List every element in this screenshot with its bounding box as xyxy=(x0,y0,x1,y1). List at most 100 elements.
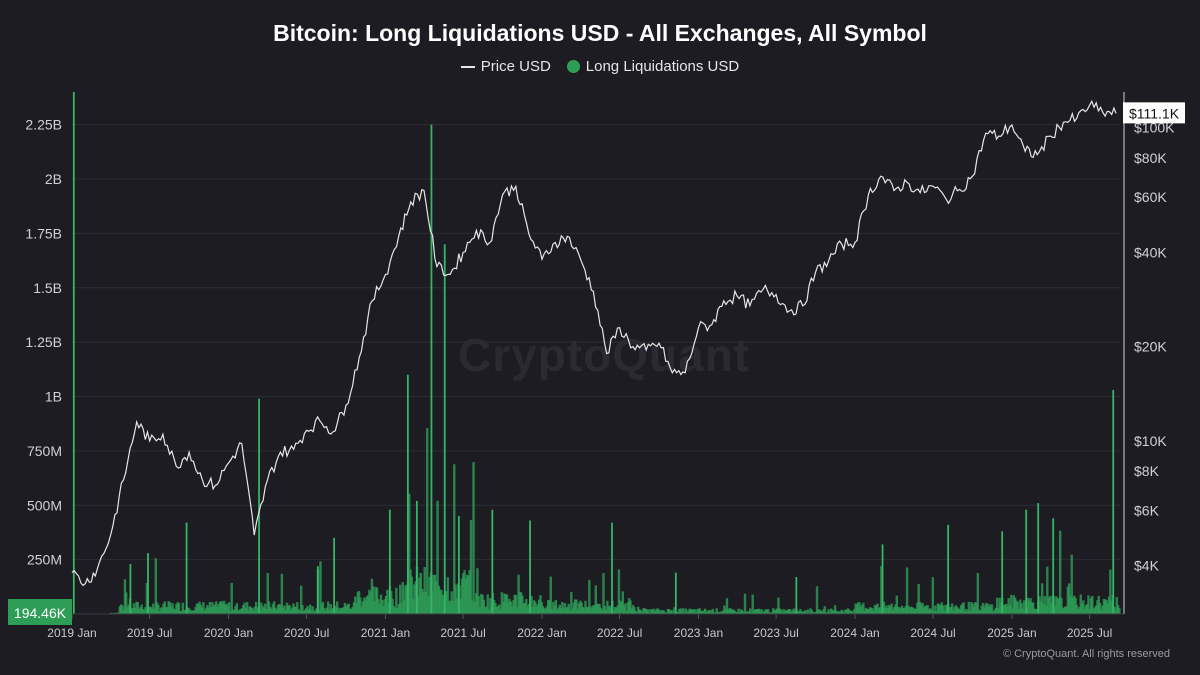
liquidation-bar xyxy=(453,464,456,614)
liquidation-bar xyxy=(1067,583,1071,614)
liquidation-bar xyxy=(983,607,986,614)
liquidation-bar xyxy=(422,592,425,614)
liquidation-bar xyxy=(437,585,441,614)
liquidation-bar xyxy=(499,609,502,614)
liquidation-bar xyxy=(755,609,758,614)
liquidation-bar xyxy=(188,608,191,614)
liquidation-bar xyxy=(532,600,536,614)
liquidation-bar xyxy=(143,610,146,614)
liquidation-bar xyxy=(279,605,282,614)
liquidation-bar xyxy=(643,608,646,614)
liquidation-bar xyxy=(374,586,377,614)
liquidation-bar xyxy=(859,607,862,614)
liquidation-bar xyxy=(337,607,340,614)
y-left-tick-label: 2B xyxy=(45,171,62,187)
liquidation-bar xyxy=(1035,609,1039,614)
liquidation-bar xyxy=(306,605,309,614)
liquidation-bar xyxy=(900,605,904,614)
liquidation-bar xyxy=(863,610,866,614)
liquidation-bar xyxy=(872,610,875,614)
liquidation-bar xyxy=(158,611,161,614)
liquidation-bar xyxy=(760,609,763,614)
liquidation-bar xyxy=(736,611,739,614)
liquidation-bar xyxy=(530,595,533,614)
current-price-label: $111.1K xyxy=(1129,105,1180,121)
liquidation-bar xyxy=(625,611,628,614)
liquidation-bar xyxy=(589,606,592,614)
liquidation-bar xyxy=(397,603,401,614)
liquidation-bar xyxy=(997,607,1000,614)
liquidation-bar xyxy=(986,606,990,614)
liquidation-bar xyxy=(732,609,735,614)
liquidation-bar xyxy=(1082,600,1085,614)
liquidation-bar xyxy=(820,611,824,614)
y-right-tick-label: $10K xyxy=(1134,433,1167,449)
liquidation-bar xyxy=(478,606,482,614)
y-left-tick-label: 1B xyxy=(45,389,62,405)
liquidation-bar xyxy=(701,611,704,614)
liquidation-bar xyxy=(126,607,129,614)
liquidation-bar xyxy=(164,607,168,614)
liquidation-bar xyxy=(869,607,873,614)
liquidation-bar xyxy=(844,609,847,614)
liquidation-bar xyxy=(591,605,595,614)
liquidation-bar xyxy=(917,584,920,614)
liquidation-bar xyxy=(1105,599,1108,614)
liquidation-bar xyxy=(323,608,326,614)
liquidation-bar xyxy=(384,595,388,614)
liquidation-bar xyxy=(691,609,694,614)
liquidation-bar xyxy=(1002,605,1005,614)
liquidation-bar xyxy=(450,591,453,614)
legend-item-liquidations[interactable]: Long Liquidations USD xyxy=(566,58,739,75)
x-tick-label: 2021 Jan xyxy=(361,626,410,640)
liquidation-bar xyxy=(155,602,159,614)
liquidation-bar xyxy=(1074,598,1077,614)
liquidation-bar xyxy=(631,605,635,614)
liquidation-bar xyxy=(998,597,1001,614)
liquidation-bar xyxy=(121,605,124,614)
liquidation-bar xyxy=(141,609,145,614)
liquidation-bar xyxy=(525,599,528,614)
liquidation-bar xyxy=(827,609,830,614)
liquidation-bar xyxy=(345,605,348,614)
liquidation-bar xyxy=(824,612,828,614)
liquidation-bar xyxy=(343,602,347,614)
liquidation-bar xyxy=(817,609,820,614)
liquidation-bar xyxy=(269,607,272,614)
liquidation-bar xyxy=(588,579,591,614)
liquidation-bar xyxy=(411,599,415,614)
liquidation-bar xyxy=(260,602,263,614)
liquidation-bar xyxy=(562,608,565,614)
liquidation-bar xyxy=(878,607,882,614)
liquidation-bar xyxy=(373,601,376,614)
liquidation-bar xyxy=(620,602,623,614)
liquidation-bar xyxy=(788,609,792,614)
liquidation-spike xyxy=(881,544,884,614)
liquidation-spike xyxy=(430,124,433,614)
x-tick-label: 2022 Jan xyxy=(517,626,566,640)
liquidation-bar xyxy=(154,558,158,614)
liquidation-bar xyxy=(477,595,480,614)
liquidation-bar xyxy=(759,610,762,614)
liquidation-bar xyxy=(1102,598,1106,614)
liquidation-bar xyxy=(815,586,819,614)
liquidation-bar xyxy=(476,568,479,614)
liquidation-bar xyxy=(1103,599,1107,614)
liquidation-bar xyxy=(537,599,541,614)
liquidation-bar xyxy=(1048,596,1052,614)
liquidation-bar xyxy=(157,604,160,614)
liquidation-bar xyxy=(225,603,228,614)
liquidation-bar xyxy=(391,598,394,614)
liquidation-bar xyxy=(567,603,570,614)
liquidation-bar xyxy=(1114,609,1117,614)
legend-item-price[interactable]: Price USD xyxy=(460,58,551,75)
liquidation-bar xyxy=(931,577,935,614)
liquidation-bar xyxy=(948,607,951,614)
liquidation-bar xyxy=(867,608,870,614)
liquidation-bar xyxy=(1057,597,1061,614)
liquidation-bar xyxy=(163,601,167,614)
liquidation-bar xyxy=(738,612,742,614)
price-line-layer xyxy=(71,99,1117,587)
liquidation-spike xyxy=(129,563,132,614)
liquidation-bar xyxy=(809,608,812,614)
